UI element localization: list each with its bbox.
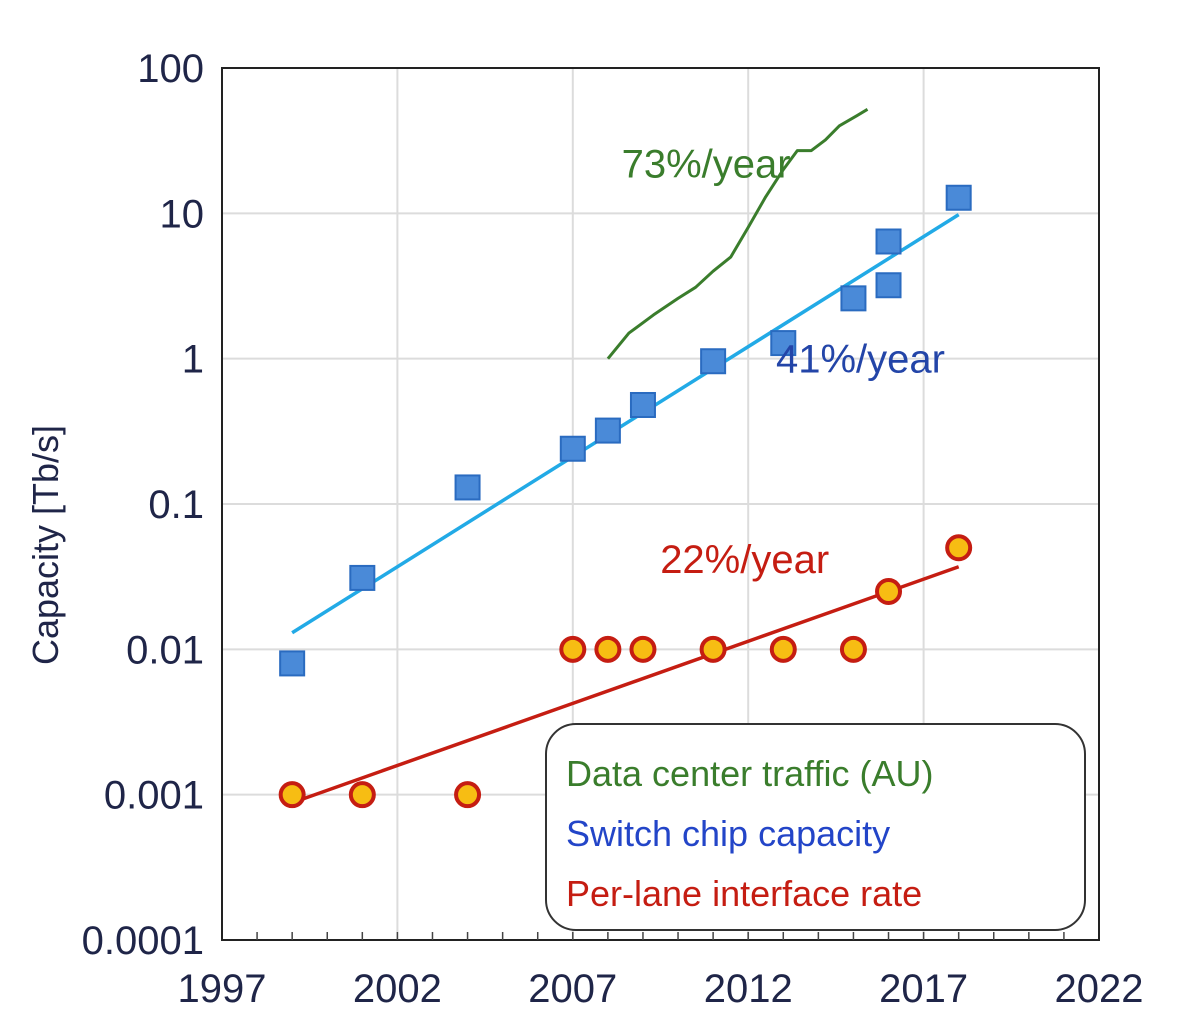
x-tick-label: 2017	[879, 967, 968, 1011]
switch-chip-point	[454, 474, 481, 501]
interface-rate-point	[699, 635, 727, 663]
y-tick-label: 1	[182, 338, 204, 382]
switch-fit-line	[291, 213, 960, 635]
y-tick-label: 0.001	[104, 774, 204, 818]
switch-chip-point	[840, 285, 867, 312]
x-tick-label: 1997	[178, 967, 267, 1011]
switch-chip-point	[875, 228, 902, 255]
interface-rate-point	[769, 635, 797, 663]
switch-chip-point	[349, 564, 376, 591]
interface-rate-point	[348, 781, 376, 809]
y-tick-label: 0.0001	[82, 919, 204, 963]
y-tick-label: 0.01	[126, 628, 204, 672]
legend: Data center traffic (AU) Switch chip capa…	[545, 723, 1086, 931]
series-2	[278, 534, 973, 809]
switch-chip-point	[559, 435, 586, 462]
interface-rate-point	[594, 635, 622, 663]
switch-chip-point	[279, 650, 306, 677]
rate-annotation: 41%/year	[776, 338, 945, 382]
x-tick-label: 2007	[528, 967, 617, 1011]
y-tick-label: 10	[160, 192, 205, 236]
switch-chip-point	[594, 417, 621, 444]
rate-annotation: 22%/year	[660, 538, 829, 582]
interface-rate-point	[839, 635, 867, 663]
switch-chip-point	[629, 391, 656, 418]
annotations: 73%/year 41%/year 22%/year	[622, 143, 945, 582]
plot-frame	[221, 67, 1100, 941]
x-tick-label: 2002	[353, 967, 442, 1011]
legend-entry: Switch chip capacity	[566, 813, 890, 854]
legend-entry: Data center traffic (AU)	[566, 753, 933, 794]
x-tick-label: 2022	[1055, 967, 1144, 1011]
series-1	[279, 184, 972, 677]
interface-rate-point	[278, 781, 306, 809]
y-axis-title: Capacity [Tb/s]	[25, 425, 66, 665]
switch-chip-point	[770, 330, 797, 357]
interface-rate-point	[559, 635, 587, 663]
switch-chip-point	[875, 272, 902, 299]
axis-ticks: 1997 2002 2007 2012 2017 2022 0.0001 0.001 0.01 0…	[82, 47, 1144, 1011]
legend-box	[545, 723, 1086, 931]
interface-rate-point	[629, 635, 657, 663]
legend-entry: Per-lane interface rate	[566, 873, 922, 914]
y-tick-label: 0.1	[148, 483, 204, 527]
series-0	[606, 108, 869, 360]
traffic-line	[606, 108, 869, 360]
y-tick-label: 100	[137, 47, 204, 91]
interface-rate-point	[875, 577, 903, 605]
interface-rate-point	[945, 534, 973, 562]
lane-fit-line	[291, 565, 960, 805]
switch-chip-point	[945, 184, 972, 211]
rate-annotation: 73%/year	[622, 143, 791, 187]
x-tick-label: 2012	[704, 967, 793, 1011]
interface-rate-point	[454, 781, 482, 809]
switch-chip-point	[700, 348, 727, 375]
series-layer	[278, 108, 973, 809]
